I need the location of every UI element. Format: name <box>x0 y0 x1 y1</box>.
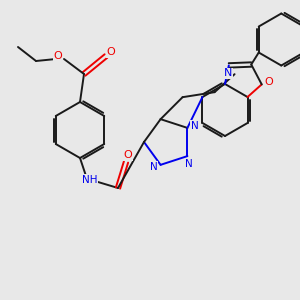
Text: O: O <box>54 51 62 61</box>
Text: NH: NH <box>82 175 98 185</box>
Text: O: O <box>264 77 273 87</box>
Text: O: O <box>124 150 132 160</box>
Text: N: N <box>150 162 158 172</box>
Text: O: O <box>106 47 116 57</box>
Text: N: N <box>224 68 232 78</box>
Text: N: N <box>184 159 192 169</box>
Text: N: N <box>190 121 198 131</box>
